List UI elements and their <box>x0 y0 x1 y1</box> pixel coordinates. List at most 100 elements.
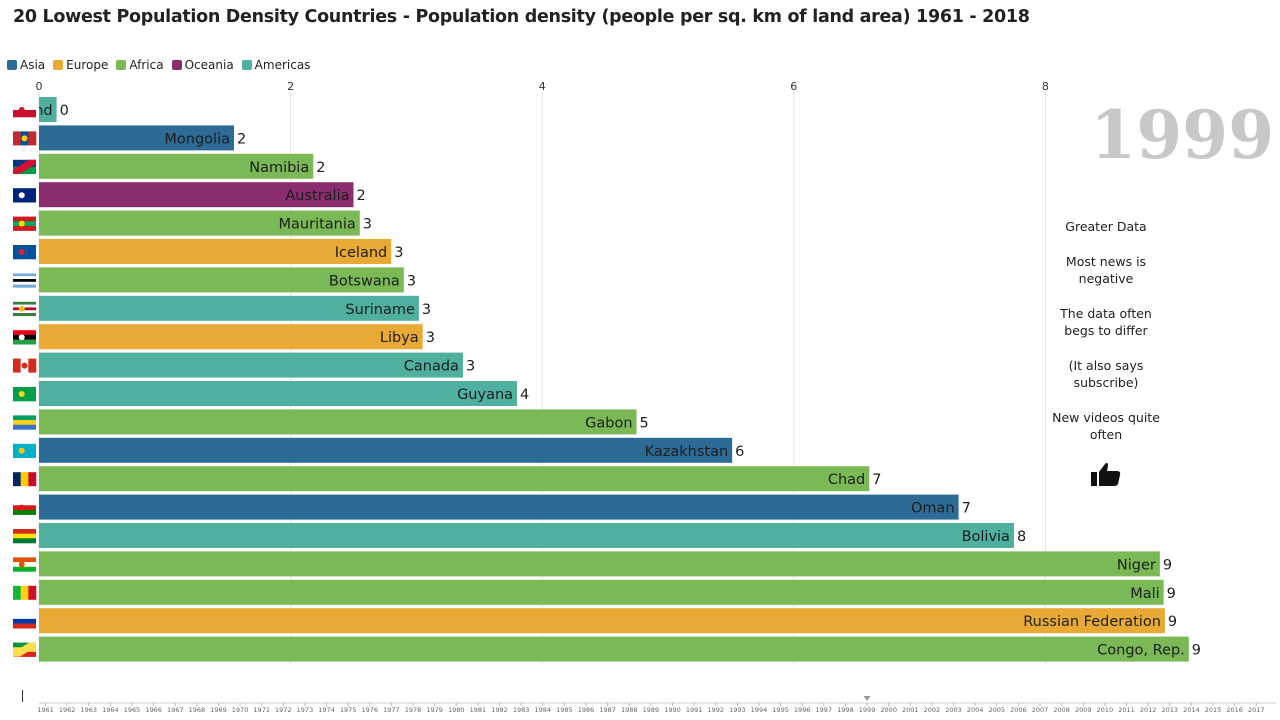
bar-value-label: 3 <box>466 359 475 375</box>
flag-emblem <box>18 504 25 511</box>
bar-label: Guyana <box>457 387 513 403</box>
bar <box>39 409 637 435</box>
kazakhstan-flag-icon <box>13 443 36 459</box>
bar-value-label: 7 <box>962 501 971 517</box>
flag-stripe <box>13 216 36 222</box>
flag-stripe <box>13 225 36 231</box>
flag-stripe <box>13 313 36 317</box>
namibia-flag-icon <box>13 159 36 175</box>
bar-value-label: 3 <box>363 217 372 233</box>
timeline-year-label: 2010 <box>1097 706 1114 714</box>
legend: Asia Europe Africa Oceania Americas <box>7 58 310 72</box>
flag-stripe <box>28 131 37 146</box>
flag-emblem <box>18 220 25 227</box>
flag-stripe <box>13 310 36 314</box>
timeline-year-label: 2016 <box>1226 706 1243 714</box>
bar-value-label: 5 <box>640 415 649 431</box>
flag-emblem <box>18 391 25 397</box>
chad-flag-icon <box>13 472 37 487</box>
flag-stripe <box>13 614 36 620</box>
timeline-year-label: 1973 <box>297 706 314 714</box>
bar-value-label: 3 <box>426 330 435 346</box>
timeline-year-label: 1976 <box>362 706 379 714</box>
note-line: Most news is negative <box>1065 253 1147 287</box>
legend-label: Americas <box>254 58 311 72</box>
greenland-flag-icon <box>13 103 36 118</box>
flag-stripe <box>20 585 29 600</box>
bar <box>39 381 518 406</box>
legend-label: Oceania <box>184 58 234 72</box>
bar-label: Iceland <box>335 245 387 261</box>
timeline-year-label: 1985 <box>556 706 573 714</box>
timeline-year-label: 1997 <box>816 706 833 714</box>
bar <box>39 523 1014 548</box>
timeline-year-label: 1980 <box>448 706 465 714</box>
bar <box>39 466 870 492</box>
flag-stripe <box>13 529 36 534</box>
timeline-year-label: 2000 <box>880 706 897 714</box>
flag-stripe <box>13 566 36 572</box>
timeline-year-label: 2011 <box>1118 706 1135 714</box>
timeline-year-label: 2005 <box>989 706 1006 714</box>
x-tick-label: 0 <box>36 80 43 93</box>
flag-stripe <box>13 651 36 657</box>
botswana-flag-icon <box>13 273 36 288</box>
timeline-year-label: 1970 <box>232 706 249 714</box>
bar <box>39 210 360 236</box>
bar-label: Kazakhstan <box>645 444 729 460</box>
flag-stripe <box>13 273 36 277</box>
bar <box>39 437 733 463</box>
timeline-year-label: 2012 <box>1140 706 1157 714</box>
note-line: New videos quite often <box>1052 409 1160 443</box>
legend-item-africa[interactable]: Africa <box>116 58 164 72</box>
bar-label: Mongolia <box>164 131 230 147</box>
timeline-year-label: 1962 <box>59 706 76 714</box>
bar <box>39 636 1189 662</box>
flag-stripe <box>13 339 36 345</box>
note-line: The data often begs to differ <box>1060 305 1152 339</box>
flag-stripe <box>13 358 21 373</box>
legend-item-asia[interactable]: Asia <box>7 58 45 72</box>
bar-label: Namibia <box>249 160 309 176</box>
timeline-year-label: 1984 <box>534 706 551 714</box>
flag-stripe <box>28 472 37 487</box>
timeline-handle[interactable] <box>863 696 871 701</box>
timeline-year-label: 1972 <box>275 706 292 714</box>
bar-value-label: 8 <box>1017 529 1026 545</box>
bar-value-label: 3 <box>394 245 403 261</box>
legend-item-oceania[interactable]: Oceania <box>171 58 234 72</box>
flag-stripe <box>13 557 36 563</box>
bar-label: Australia <box>285 188 349 204</box>
legend-swatch <box>241 60 252 70</box>
legend-item-europe[interactable]: Europe <box>53 58 108 72</box>
legend-item-americas[interactable]: Americas <box>241 58 311 72</box>
flag-stripe <box>13 472 21 487</box>
timeline-year-label: 1964 <box>102 706 119 714</box>
timeline-year-label: 1979 <box>426 706 443 714</box>
timeline-year-label: 1994 <box>751 706 768 714</box>
bar-label: Oman <box>911 501 955 517</box>
mauritania-flag-icon <box>13 216 36 231</box>
flag-emblem <box>18 561 25 568</box>
bar <box>39 324 423 350</box>
libya-flag-icon <box>13 330 36 345</box>
flag-stripe <box>20 472 29 487</box>
chart-title: 20 Lowest Population Density Countries -… <box>13 7 1030 27</box>
timeline-year-label: 1967 <box>167 706 184 714</box>
legend-label: Asia <box>20 58 46 72</box>
timeline-year-label: 1996 <box>794 706 811 714</box>
flag-stripe <box>13 420 36 426</box>
flag-stripe <box>13 276 36 280</box>
bar-value-label: 9 <box>1168 614 1177 630</box>
bar <box>39 267 404 293</box>
bar-value-label: 9 <box>1163 557 1172 573</box>
russia-flag-icon <box>13 614 36 629</box>
flag-stripe <box>28 358 37 373</box>
bolivia-flag-icon <box>13 529 36 544</box>
thumbs-up-icon <box>1091 462 1121 486</box>
bar-label: Suriname <box>345 302 415 318</box>
bar-label: Mali <box>1130 586 1159 602</box>
flag-emblem <box>18 447 25 454</box>
timeline-year-label: 2017 <box>1248 706 1265 714</box>
